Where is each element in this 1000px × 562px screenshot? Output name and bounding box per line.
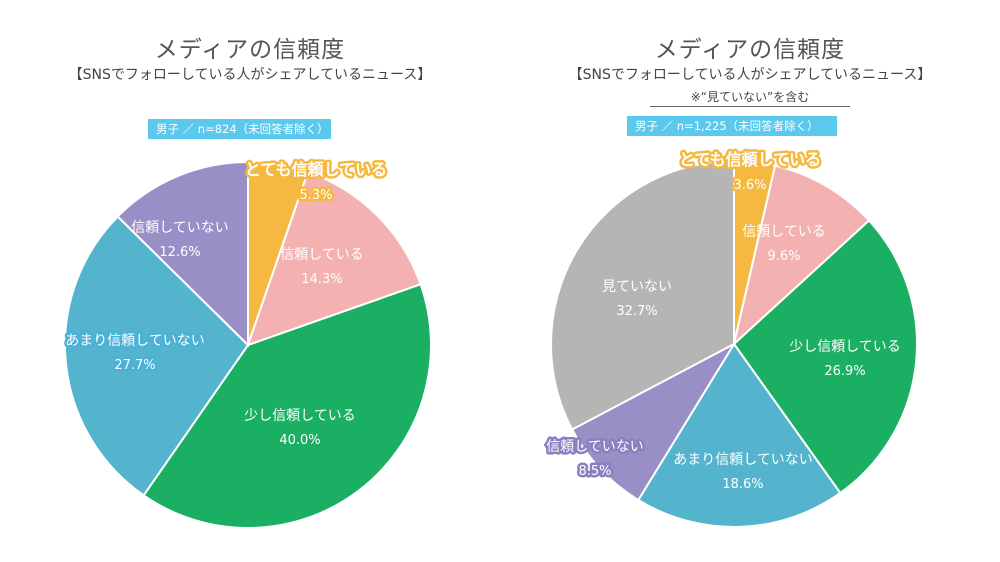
chart-subtitle: 【SNSでフォローしている人がシェアしているニュース】: [568, 67, 932, 83]
svg-text:3.6%: 3.6%: [733, 178, 766, 193]
slice-label-1: 信頼している: [280, 247, 364, 263]
slice-label-3: あまり信頼していない: [673, 452, 813, 468]
svg-text:5.3%: 5.3%: [299, 188, 332, 203]
svg-text:信頼していない: 信頼していない: [546, 439, 644, 455]
slice-value-3: 27.7%27.7%: [112, 356, 158, 376]
chart-title: メディアの信頼度: [154, 37, 346, 63]
pie-slice-2: [732, 219, 918, 495]
svg-text:27.7%: 27.7%: [114, 358, 155, 373]
pie-slice-5: [550, 159, 735, 431]
pie-panel-left: メディアの信頼度 【SNSでフォローしている人がシェアしているニュース】 男子 …: [63, 37, 432, 529]
sample-badge: 男子 ／ n=1,225（未回答者除く）: [627, 116, 837, 136]
slice-value-2: 26.9%: [824, 364, 865, 379]
svg-text:9.6%: 9.6%: [767, 249, 800, 264]
chart-title: メディアの信頼度: [654, 37, 846, 63]
slice-value-2: 40.0%: [279, 433, 320, 448]
pie-slice-2: [142, 283, 432, 529]
svg-text:8.5%: 8.5%: [578, 464, 611, 479]
slice-label-2: 少し信頼している: [244, 408, 356, 424]
pie-slice-1: [732, 164, 871, 347]
pie-slice-3: [636, 342, 842, 528]
svg-text:とても信頼している: とても信頼している: [245, 160, 387, 179]
svg-text:あまり信頼していない: あまり信頼していない: [673, 452, 813, 468]
slice-value-1: 14.3%: [301, 272, 342, 287]
svg-text:40.0%: 40.0%: [279, 433, 320, 448]
svg-text:27.7%: 27.7%: [114, 358, 155, 373]
pie-slice-1: [246, 170, 422, 347]
svg-text:見ていない: 見ていない: [602, 279, 672, 295]
slice-label-1: 信頼している: [742, 224, 826, 240]
svg-text:とても信頼している: とても信頼している: [245, 160, 387, 179]
svg-text:26.9%: 26.9%: [824, 364, 865, 379]
svg-text:18.6%: 18.6%: [722, 477, 763, 492]
svg-text:あまり信頼していない: あまり信頼していない: [65, 333, 205, 349]
slice-value-4: 12.6%: [159, 245, 200, 260]
slice-label-5: 見ていない: [602, 279, 672, 295]
chart-note: ※“見ていない”を含む: [650, 88, 850, 107]
pie-slice-3: [64, 215, 250, 497]
svg-text:32.7%: 32.7%: [616, 304, 657, 319]
pie-slice-4: [116, 160, 249, 348]
svg-text:少し信頼している: 少し信頼している: [789, 339, 901, 355]
slice-value-0: 5.3%5.3%: [297, 186, 335, 206]
svg-text:信頼していない: 信頼していない: [131, 220, 229, 236]
svg-text:12.6%: 12.6%: [159, 245, 200, 260]
svg-text:あまり信頼していない: あまり信頼していない: [65, 333, 205, 349]
slice-value-5: 32.7%: [616, 304, 657, 319]
slice-value-1: 9.6%: [767, 249, 800, 264]
slice-value-3: 18.6%: [722, 477, 763, 492]
svg-text:信頼している: 信頼している: [280, 247, 364, 263]
sample-badge: 男子 ／ n=824（未回答者除く）: [148, 119, 331, 139]
svg-text:8.5%: 8.5%: [578, 464, 611, 479]
slice-value-4: 8.5%8.5%: [576, 462, 614, 482]
svg-text:3.6%: 3.6%: [733, 178, 766, 193]
svg-text:信頼していない: 信頼していない: [546, 439, 644, 455]
svg-text:とても信頼している: とても信頼している: [679, 150, 821, 169]
slice-label-4: 信頼していない: [131, 220, 229, 236]
svg-text:とても信頼している: とても信頼している: [679, 150, 821, 169]
svg-text:信頼している: 信頼している: [742, 224, 826, 240]
chart-subtitle: 【SNSでフォローしている人がシェアしているニュース】: [68, 67, 432, 83]
pie-panel-right: メディアの信頼度 【SNSでフォローしている人がシェアしているニュース】 ※“見…: [500, 0, 1000, 562]
svg-text:少し信頼している: 少し信頼している: [244, 408, 356, 424]
svg-text:5.3%: 5.3%: [299, 188, 332, 203]
svg-text:14.3%: 14.3%: [301, 272, 342, 287]
slice-label-2: 少し信頼している: [789, 339, 901, 355]
slice-value-0: 3.6%3.6%: [731, 176, 769, 196]
pie-slice-4: [570, 341, 737, 502]
